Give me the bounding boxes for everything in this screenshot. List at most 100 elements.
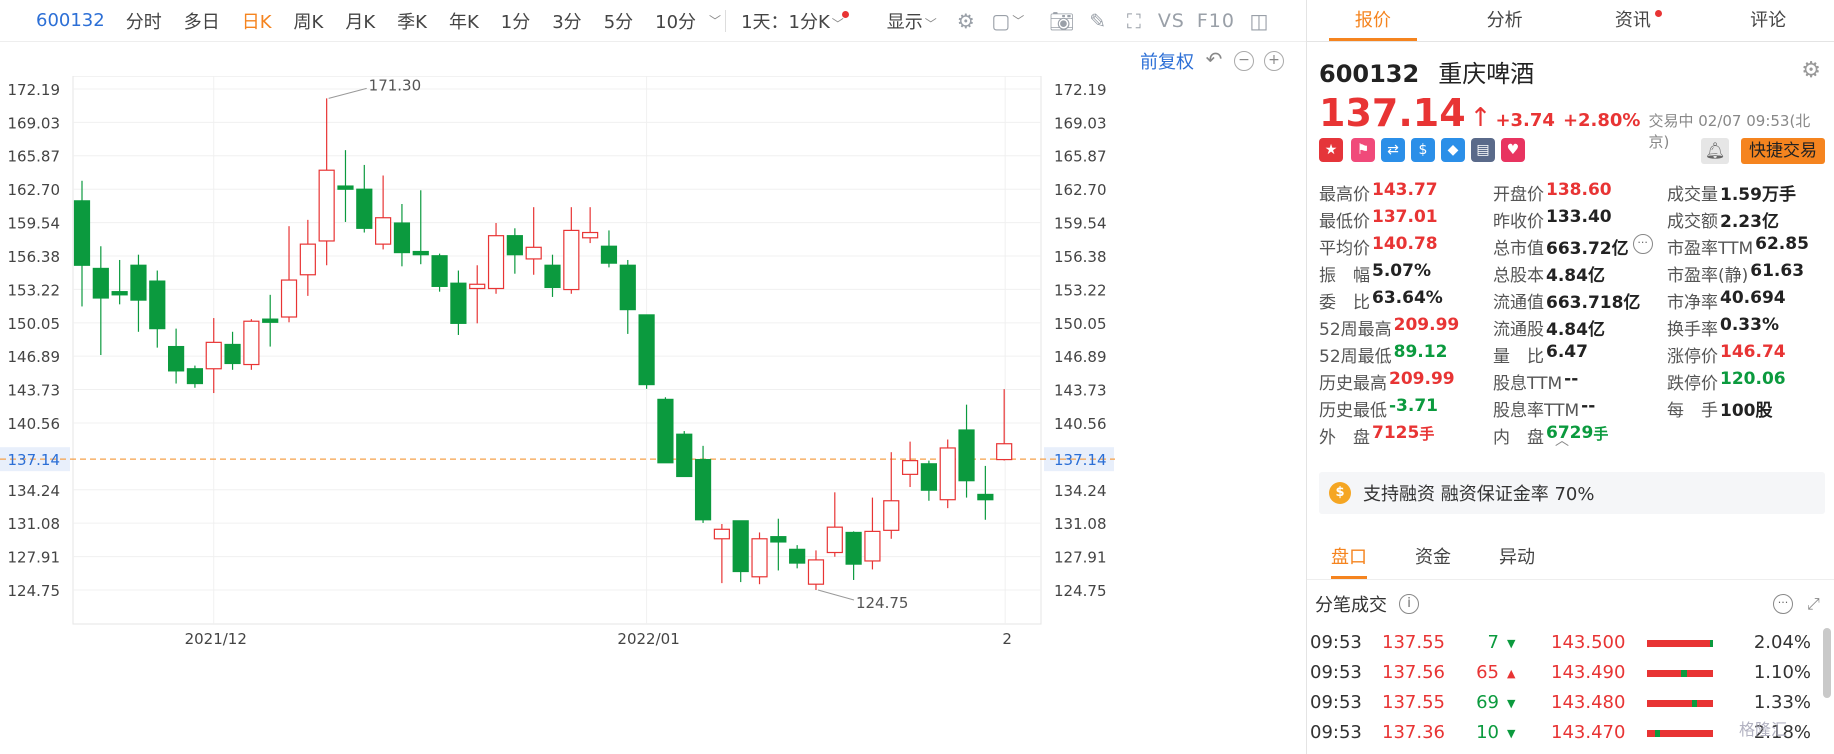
dollar-icon[interactable]: $ (1411, 138, 1435, 162)
tab-analysis[interactable]: 分析 (1486, 10, 1523, 31)
tab-quote[interactable]: 报价 (1307, 0, 1439, 41)
stat-value: 209.99 (1393, 315, 1460, 335)
stat-value: 146.74 (1720, 342, 1786, 362)
stat-value: -- (1564, 369, 1579, 389)
more-icon[interactable]: ··· (1632, 234, 1653, 254)
quote-stats-grid: 最高价 143.77 开盘价 138.60 成交量 1.59万手 最低价 137.01 昨收价 1… (1319, 180, 1829, 450)
stat-label: 涨停价 (1667, 347, 1718, 367)
zoom-out-icon[interactable]: − (1234, 51, 1254, 71)
candle-body (243, 320, 260, 366)
price-change-percent: +2.80% (1562, 110, 1641, 131)
indicator-box-icon[interactable]: ▢ ﹀ (991, 8, 1025, 33)
stat-cell: 流通股 4.84亿 (1493, 315, 1667, 342)
shuffle-icon[interactable]: ⇄ (1381, 138, 1405, 162)
fast-trade-button[interactable]: 快捷交易 (1741, 138, 1825, 164)
margin-financing-bar[interactable]: $ 支持融资 融资保证金率 70% (1319, 472, 1825, 514)
bell-icon[interactable]: 🔔︎ (1701, 138, 1729, 164)
tab-5min[interactable]: 5分 (603, 11, 634, 33)
tab-comments[interactable]: 评论 (1750, 10, 1787, 31)
tab-yearly-k[interactable]: 年K (448, 11, 479, 33)
stat-label: 内 盘 (1493, 428, 1544, 448)
tag-icon[interactable]: ◆ (1441, 138, 1465, 162)
stat-value: 143.77 (1372, 180, 1438, 200)
stat-label: 平均价 (1319, 239, 1370, 259)
stats-row: 最低价 137.01 昨收价 133.40 成交额 2.23亿 (1319, 207, 1829, 234)
china-flag-icon[interactable]: ★ (1319, 138, 1343, 162)
tick-row: 09:53 137.56 65 ▲ 143.490 1.10% (1307, 658, 1819, 688)
stat-cell: 平均价 140.78 (1319, 234, 1493, 261)
heart-icon[interactable]: ♥ (1501, 138, 1525, 162)
stat-cell: 历史最低 -3.71 (1319, 396, 1493, 423)
period-select[interactable]: 1天：1分K ﹀ (730, 8, 862, 34)
candle-body (356, 188, 373, 229)
gear-icon[interactable]: ⚙ (1801, 58, 1821, 83)
stat-value: 1.59万手 (1720, 185, 1796, 205)
undo-icon[interactable]: ↶ (1205, 47, 1223, 71)
scrollbar[interactable] (1823, 628, 1831, 698)
y-tick-label-left: 169.03 (8, 114, 61, 132)
more-icon[interactable]: ··· (1773, 594, 1793, 614)
stat-cell: 股息TTM -- (1493, 369, 1667, 396)
badge-row: ★ ⚑ ⇄ $ ◆ ▤ ♥ 🔔︎ 快捷交易 (1319, 138, 1825, 164)
stat-cell: 成交量 1.59万手 (1667, 180, 1829, 207)
candlestick-chart[interactable]: 172.19 172.19 169.03 169.03 165.87 165.87 162.… (0, 76, 1306, 754)
tick-percent: 2.18% (1753, 722, 1811, 743)
tab-10min[interactable]: 10分 (655, 11, 697, 33)
tab-monthly-k[interactable]: 月K (345, 11, 376, 33)
sidebar-toggle-icon[interactable]: ◫ (1249, 8, 1269, 33)
gear-icon[interactable]: ⚙ (956, 8, 975, 33)
stat-value: 6.47 (1546, 342, 1588, 362)
y-tick-label-left: 127.91 (8, 549, 61, 567)
tab-news[interactable]: 资讯 (1571, 0, 1703, 41)
tab-quarterly-k[interactable]: 季K (397, 11, 427, 33)
stat-value: 4.84亿 (1546, 320, 1605, 340)
toolbar-stock-code[interactable]: 600132 (36, 10, 105, 31)
tab-fund-flow[interactable]: 资金 (1415, 547, 1451, 568)
chart-toolbar: 600132 分时 多日 日K 周K 月K 季K 年K 1分 3分 5分 10分… (0, 0, 1306, 42)
y-tick-label-right: 162.70 (1054, 181, 1107, 199)
expand-icon[interactable]: ⤢ (1807, 594, 1820, 613)
chevron-down-icon[interactable]: ﹀ (709, 14, 722, 28)
notification-dot (1654, 10, 1662, 17)
last-price-label: 137.14 (8, 451, 61, 469)
document-icon[interactable]: ▤ (1471, 138, 1495, 162)
camera-icon[interactable]: 📷︎ (1049, 8, 1075, 33)
tab-3min[interactable]: 3分 (552, 11, 582, 33)
candle-body (280, 279, 298, 318)
candle-body (412, 250, 429, 256)
fullscreen-icon[interactable]: ⛶ (1126, 8, 1141, 33)
stat-label: 52周最高 (1319, 320, 1392, 340)
runner-icon[interactable]: ⚑ (1351, 138, 1375, 162)
right-tabs: 报价 分析 资讯 评论 (1307, 0, 1834, 42)
adjust-select[interactable]: 前复权 (1140, 52, 1194, 73)
tab-weekly-k[interactable]: 周K (293, 11, 324, 33)
tab-movement[interactable]: 异动 (1499, 547, 1535, 568)
stat-value: 663.718亿 (1546, 293, 1641, 313)
f10-button[interactable]: F10 (1196, 9, 1235, 32)
info-icon[interactable]: i (1399, 594, 1419, 614)
tick-price: 137.36 (1382, 722, 1445, 743)
y-tick-label-right: 131.08 (1054, 515, 1107, 533)
stat-label: 市盈率(静) (1667, 266, 1749, 286)
stat-label: 历史最低 (1319, 401, 1387, 421)
display-menu[interactable]: 显示 ﹀ (876, 8, 948, 34)
period-select-label: 1天：1分K (741, 11, 830, 33)
chevron-up-icon[interactable]: ︿ (1555, 433, 1569, 449)
vs-compare-button[interactable]: VS (1157, 9, 1185, 32)
candle-body (318, 169, 335, 242)
pencil-icon[interactable]: ✎ (1089, 8, 1107, 33)
candle-body (676, 433, 693, 478)
stat-cell: 开盘价 138.60 (1493, 180, 1667, 207)
tab-multiday[interactable]: 多日 (183, 11, 220, 33)
candle-body (431, 255, 448, 287)
zoom-in-icon[interactable]: + (1264, 51, 1284, 71)
y-tick-label-right: 127.91 (1054, 549, 1107, 567)
tick-level-price: 143.490 (1551, 662, 1626, 683)
tab-order-book[interactable]: 盘口 (1307, 536, 1391, 579)
tab-1min[interactable]: 1分 (500, 11, 531, 33)
tab-intraday[interactable]: 分时 (125, 11, 162, 33)
tick-level-price: 143.470 (1551, 722, 1626, 743)
tab-daily-k[interactable]: 日K (241, 11, 272, 33)
